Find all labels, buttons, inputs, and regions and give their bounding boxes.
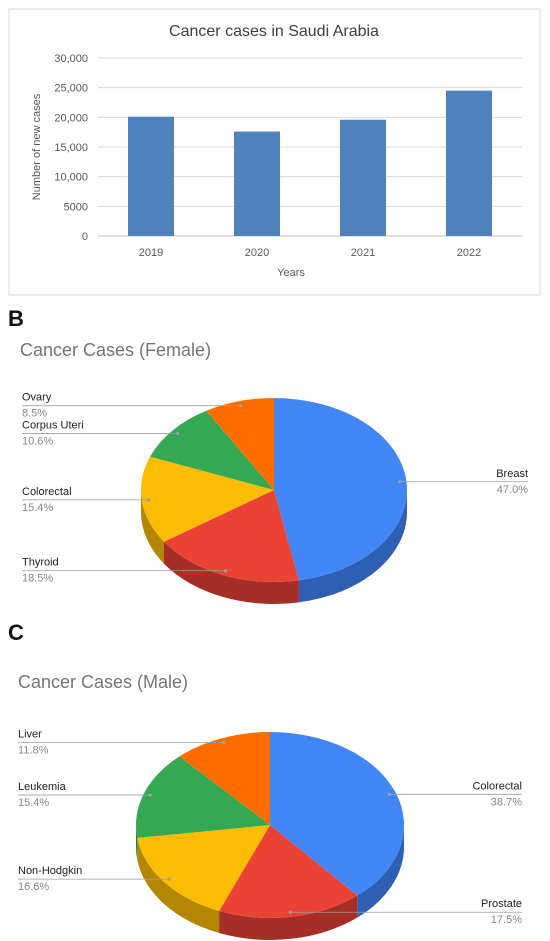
slice-label: Leukemia	[18, 781, 67, 793]
leader-dot	[146, 498, 151, 502]
pie-title: Cancer Cases (Female)	[20, 340, 211, 360]
bar	[128, 116, 174, 236]
slice-percent: 16.6%	[18, 881, 49, 893]
pie-slice-side	[136, 825, 138, 860]
pie-slice-side	[298, 490, 407, 603]
pie-slice-side	[141, 490, 164, 564]
slice-label: Colorectal	[472, 780, 522, 792]
pie-slice	[206, 398, 274, 490]
panel-label-c: C	[8, 620, 24, 645]
leader-dot	[288, 910, 292, 914]
x-tick-label: 2021	[351, 247, 375, 259]
slice-label: Thyroid	[22, 557, 59, 569]
slice-label: Colorectal	[22, 486, 72, 498]
slice-percent: 47.0%	[497, 484, 528, 496]
leader-dot	[398, 480, 402, 484]
pie-slice	[163, 490, 299, 582]
y-tick-label: 15,000	[54, 142, 88, 154]
pie-slice-side	[357, 825, 404, 918]
bar	[234, 131, 280, 236]
pie-slice-side	[137, 837, 220, 934]
slice-percent: 10.6%	[22, 435, 53, 447]
y-tick-label: 20,000	[54, 112, 88, 124]
leader-dot	[387, 792, 391, 796]
y-tick-label: 5000	[64, 201, 88, 213]
pie-chart-female: Cancer Cases (Female) Breast 47.0% Thyroid 1…	[20, 340, 528, 604]
pie-slice	[270, 732, 404, 896]
y-tick-label: 10,000	[54, 172, 88, 184]
slice-label: Ovary	[22, 392, 52, 404]
y-axis-label: Number of new cases	[31, 93, 43, 200]
pie-slice	[150, 410, 274, 490]
x-tick-label: 2022	[457, 247, 481, 259]
panel-label-b: B	[8, 306, 24, 331]
slice-label: Liver	[18, 729, 42, 741]
x-tick-label: 2020	[245, 247, 269, 259]
leader-dot	[224, 569, 228, 573]
pie-slice-side	[219, 895, 358, 940]
pie-slice	[135, 756, 270, 838]
y-tick-label: 30,000	[54, 53, 88, 65]
pie-chart-male: Cancer Cases (Male) Colorectal 38.7% Prosta…	[18, 672, 522, 940]
pie-slice	[141, 456, 274, 542]
leader-dot	[239, 404, 243, 408]
slice-percent: 18.5%	[22, 573, 53, 585]
x-axis-label: Years	[277, 267, 305, 279]
chart-title: Cancer cases in Saudi Arabia	[169, 23, 379, 40]
slice-label: Prostate	[481, 898, 522, 910]
pie-slice	[219, 825, 358, 918]
leader-dot	[222, 741, 226, 745]
pie-slice-side	[163, 541, 299, 604]
slice-percent: 11.8%	[18, 745, 49, 757]
slice-percent: 15.4%	[22, 502, 53, 514]
bar-chart: Cancer cases in Saudi Arabia 0 5000 10,000 1…	[31, 23, 522, 279]
slice-percent: 17.5%	[491, 914, 522, 926]
slice-percent: 15.4%	[18, 797, 49, 809]
leader-dot	[167, 877, 172, 881]
leader-dot	[176, 431, 180, 436]
x-tick-label: 2019	[139, 247, 163, 259]
slice-label: Non-Hodgkin	[18, 865, 82, 877]
bar	[446, 90, 492, 236]
bar	[340, 119, 386, 236]
y-tick-label: 0	[82, 231, 88, 243]
pie-slice	[179, 732, 270, 825]
slice-label: Breast	[496, 468, 528, 480]
pie-title: Cancer Cases (Male)	[18, 672, 188, 692]
slice-label: Corpus Uteri	[22, 419, 84, 431]
y-tick-label: 25,000	[54, 83, 88, 95]
slice-percent: 38.7%	[491, 796, 522, 808]
pie-slice	[137, 825, 270, 912]
leader-dot	[148, 793, 152, 797]
slice-percent: 8.5%	[22, 408, 47, 420]
pie-slice	[274, 397, 408, 581]
